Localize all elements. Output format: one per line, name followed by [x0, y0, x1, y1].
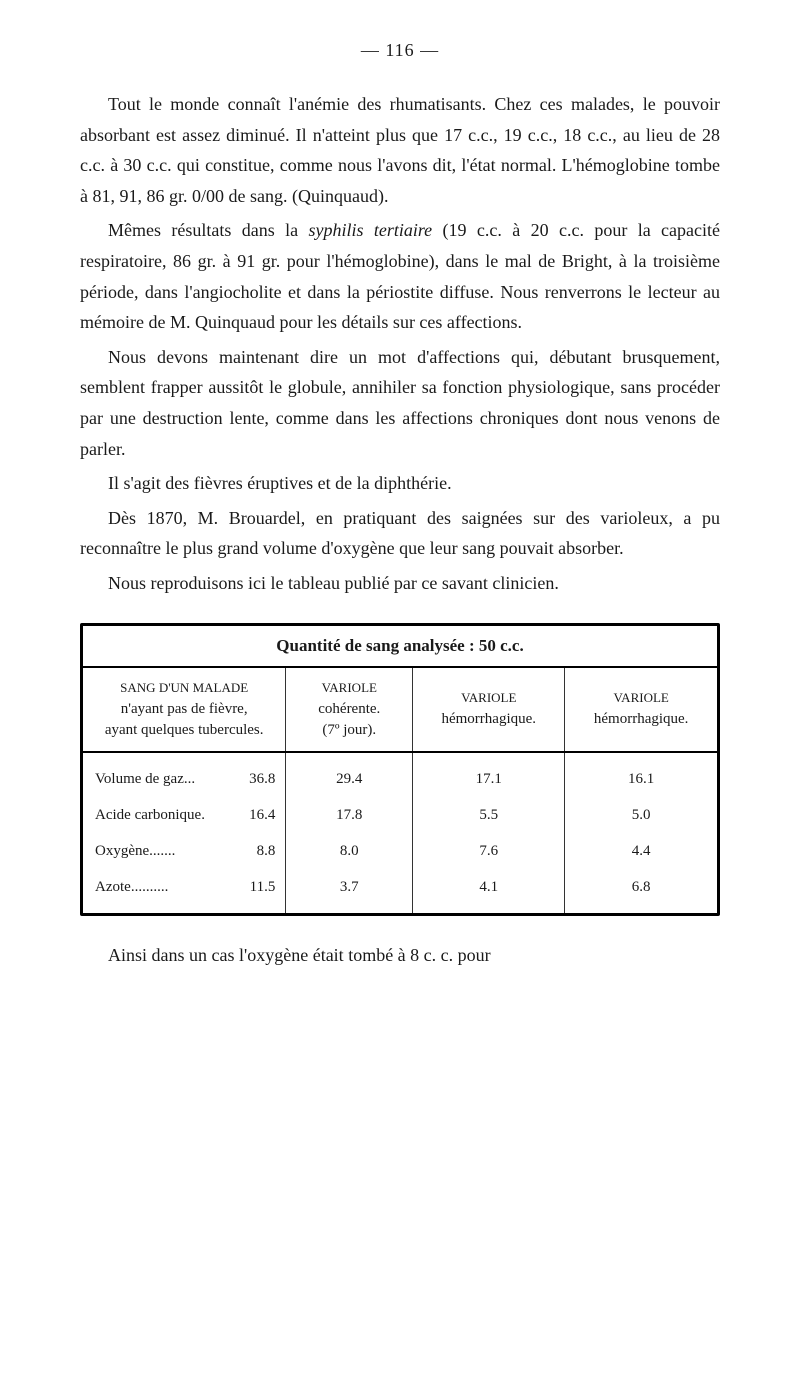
table-cell: 17.1	[413, 752, 565, 797]
cell-value: 11.5	[250, 875, 276, 899]
row-label: Volume de gaz...	[95, 767, 195, 791]
paragraph-4: Il s'agit des fièvres éruptives et de la…	[80, 468, 720, 499]
paragraph-7: Ainsi dans un cas l'oxygène était tombé …	[80, 940, 720, 971]
table-cell: 3.7	[286, 869, 413, 913]
table-cell: 8.0	[286, 833, 413, 869]
table-header-col3: VARIOLE hémorrhagique.	[413, 668, 565, 752]
header-text: n'ayant pas de fièvre,	[121, 701, 248, 717]
table-cell: 7.6	[413, 833, 565, 869]
header-text: VARIOLE	[461, 690, 516, 705]
table-cell: Acide carbonique. 16.4	[83, 797, 286, 833]
table-header-row: SANG D'UN MALADE n'ayant pas de fièvre, …	[83, 668, 717, 752]
header-text: VARIOLE	[322, 680, 377, 695]
page-number: — 116 —	[80, 40, 720, 61]
table-header-col4: VARIOLE hémorrhagique.	[565, 668, 717, 752]
table-cell: 16.1	[565, 752, 717, 797]
italic-text: syphilis tertiaire	[308, 220, 432, 240]
table-cell: Azote.......... 11.5	[83, 869, 286, 913]
table-title: Quantité de sang analysée : 50 c.c.	[83, 626, 717, 668]
paragraph-2: Mêmes résultats dans la syphilis tertiai…	[80, 215, 720, 337]
data-table-container: Quantité de sang analysée : 50 c.c. SANG…	[80, 623, 720, 916]
row-label: Acide carbonique.	[95, 803, 205, 827]
paragraph-3: Nous devons maintenant dire un mot d'aff…	[80, 342, 720, 464]
paragraph-1: Tout le monde connaît l'anémie des rhuma…	[80, 89, 720, 211]
header-text: cohérente.	[318, 701, 380, 717]
table-row: Azote.......... 11.5 3.7 4.1 6.8	[83, 869, 717, 913]
table-row: Oxygène....... 8.8 8.0 7.6 4.4	[83, 833, 717, 869]
table-cell: 29.4	[286, 752, 413, 797]
table-header-col2: VARIOLE cohérente. (7º jour).	[286, 668, 413, 752]
header-text: SANG D'UN MALADE	[120, 680, 248, 695]
table-body: Volume de gaz... 36.8 29.4 17.1 16.1 Aci…	[83, 752, 717, 913]
cell-value: 8.8	[257, 839, 276, 863]
table-row: Volume de gaz... 36.8 29.4 17.1 16.1	[83, 752, 717, 797]
header-text: ayant quelques tubercules.	[105, 722, 264, 738]
table-cell: 17.8	[286, 797, 413, 833]
table-cell: 5.5	[413, 797, 565, 833]
row-label: Oxygène.......	[95, 839, 175, 863]
header-text: hémorrhagique.	[441, 711, 536, 727]
table-cell: Oxygène....... 8.8	[83, 833, 286, 869]
cell-value: 16.4	[249, 803, 275, 827]
paragraph-5: Dès 1870, M. Brouardel, en pratiquant de…	[80, 503, 720, 564]
table-cell: 4.4	[565, 833, 717, 869]
data-table: SANG D'UN MALADE n'ayant pas de fièvre, …	[83, 668, 717, 913]
header-text: hémorrhagique.	[594, 711, 689, 727]
table-header-col1: SANG D'UN MALADE n'ayant pas de fièvre, …	[83, 668, 286, 752]
table-cell: 5.0	[565, 797, 717, 833]
header-text: (7º jour).	[322, 722, 376, 738]
cell-value: 36.8	[249, 767, 275, 791]
table-cell: 4.1	[413, 869, 565, 913]
table-row: Acide carbonique. 16.4 17.8 5.5 5.0	[83, 797, 717, 833]
table-cell: 6.8	[565, 869, 717, 913]
paragraph-6: Nous reproduisons ici le tableau publié …	[80, 568, 720, 599]
row-label: Azote..........	[95, 875, 168, 899]
header-text: VARIOLE	[613, 690, 668, 705]
text-span: Mêmes résultats dans la	[108, 220, 308, 240]
table-cell: Volume de gaz... 36.8	[83, 752, 286, 797]
